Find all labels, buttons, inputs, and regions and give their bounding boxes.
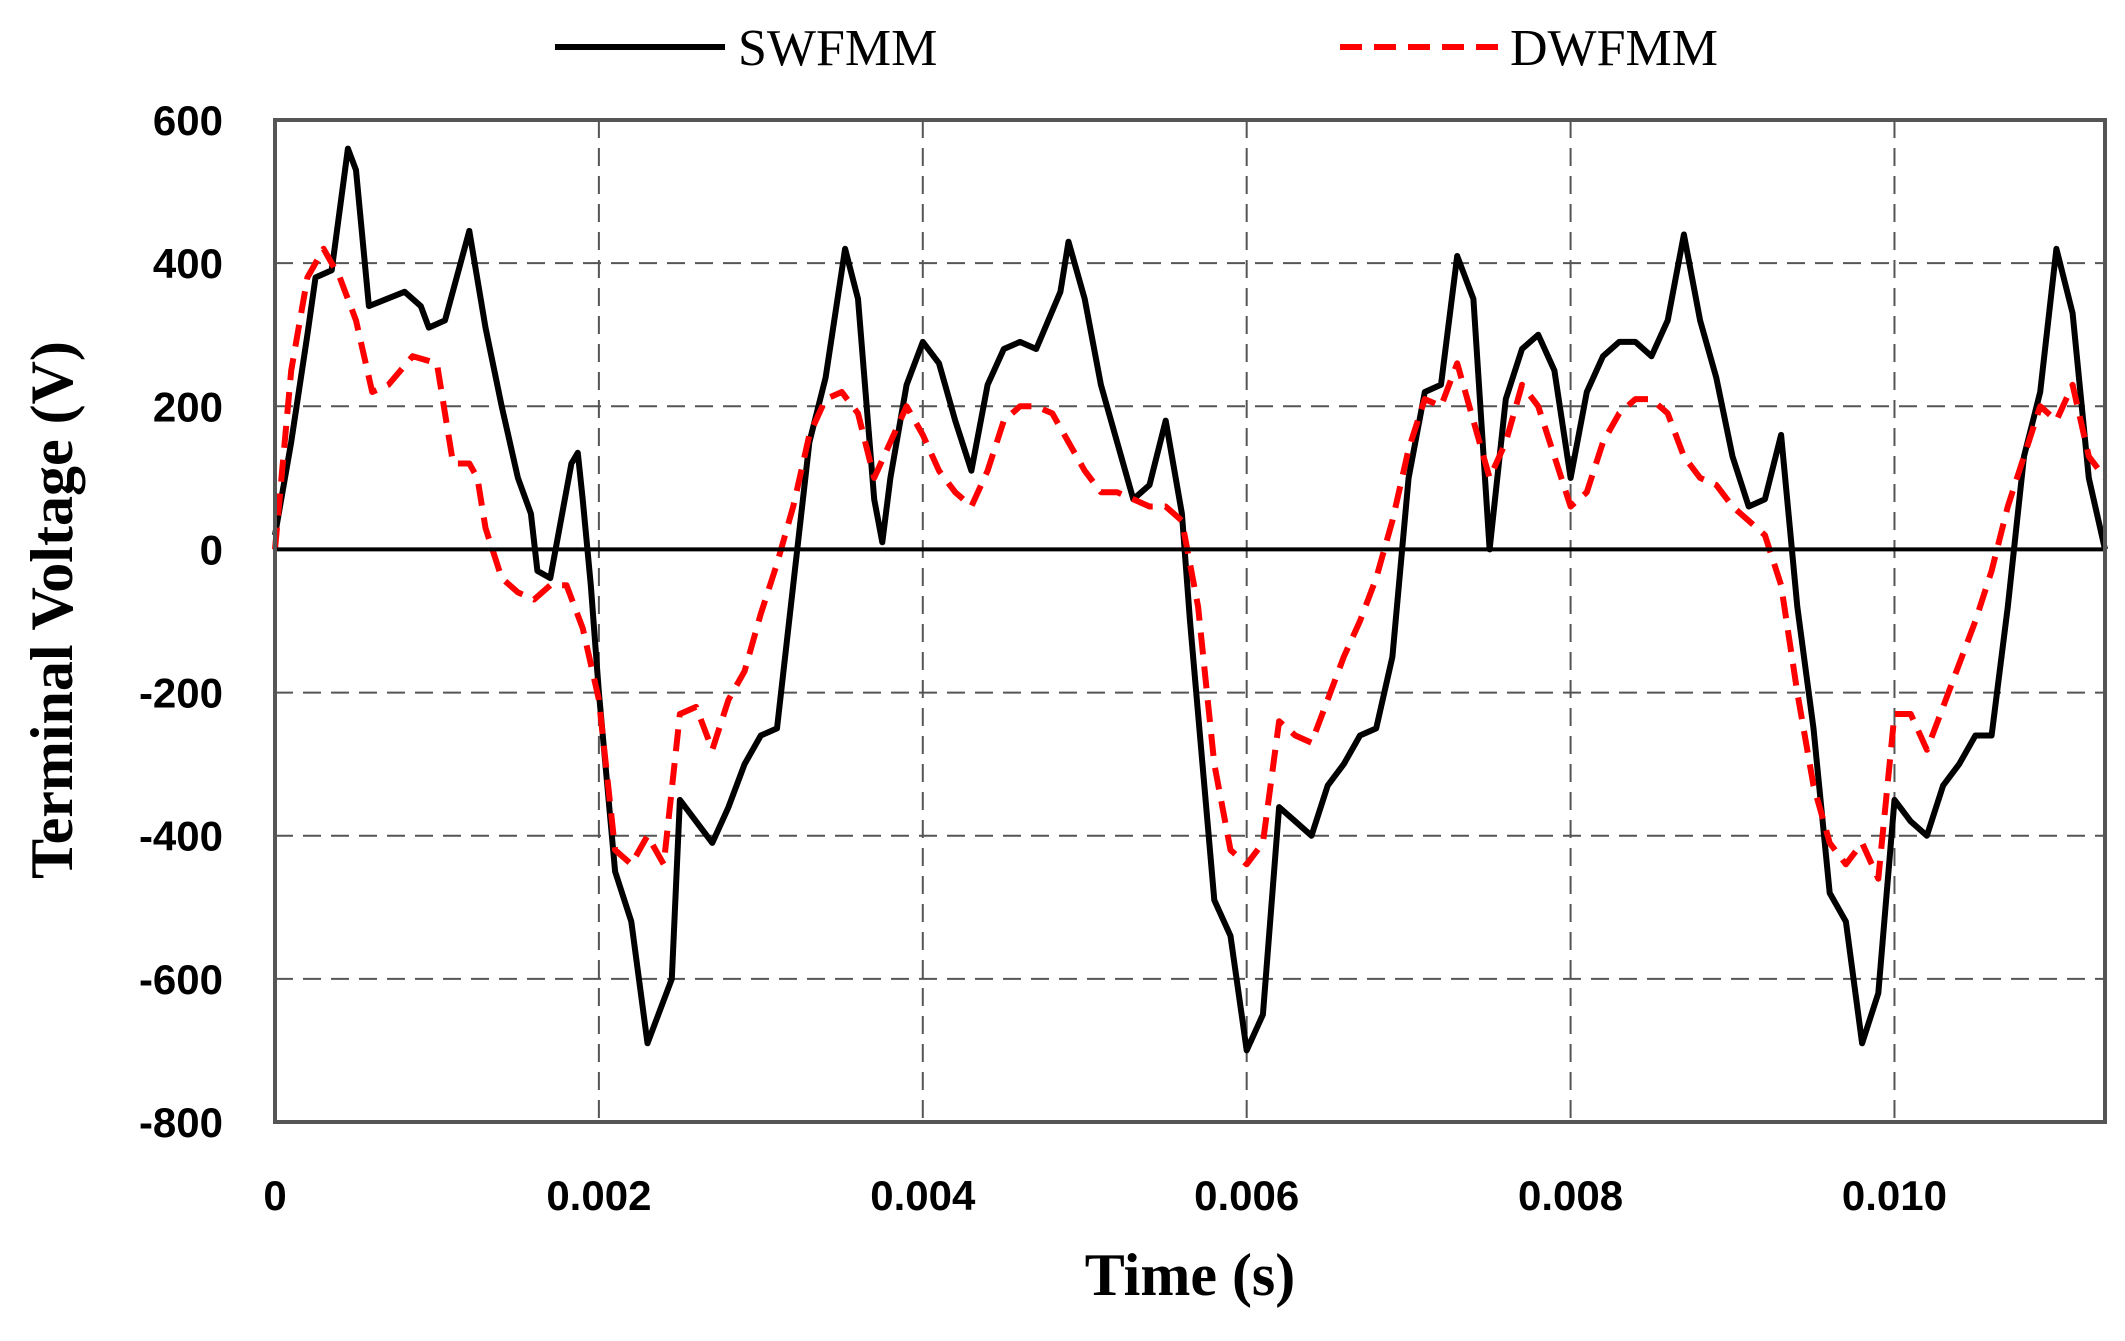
x-tick-labels: 0 0.002 0.004 0.006 0.008 0.010 — [263, 1172, 1947, 1219]
series-line-dwfmm — [272, 245, 2108, 882]
y-tick-label: 400 — [153, 240, 223, 287]
grid — [275, 120, 2105, 1122]
series-line-swfmm — [272, 145, 2108, 1054]
y-tick-label: -200 — [139, 670, 223, 717]
legend-label-dwfmm: DWFMM — [1510, 20, 1718, 77]
y-tick-label: -400 — [139, 813, 223, 860]
legend: SWFMM DWFMM — [555, 20, 1718, 77]
y-tick-label: -600 — [139, 956, 223, 1003]
y-tick-label: 200 — [153, 383, 223, 430]
x-tick-label: 0.010 — [1842, 1172, 1947, 1219]
x-tick-label: 0.008 — [1518, 1172, 1623, 1219]
x-tick-label: 0.006 — [1194, 1172, 1299, 1219]
plot-frame — [273, 118, 2107, 1124]
y-tick-label: -800 — [139, 1099, 223, 1146]
x-axis-title: Time (s) — [1085, 1242, 1296, 1308]
legend-label-swfmm: SWFMM — [738, 20, 937, 77]
x-tick-label: 0 — [263, 1172, 286, 1219]
x-tick-label: 0.004 — [870, 1172, 976, 1219]
y-tick-label: 600 — [153, 97, 223, 144]
y-tick-labels: 600 400 200 0 -200 -400 -600 -800 — [139, 97, 223, 1146]
y-tick-label: 0 — [200, 526, 223, 573]
series-layer — [272, 145, 2108, 1054]
x-tick-label: 0.002 — [546, 1172, 651, 1219]
y-axis-title: Terminal Voltage (V) — [19, 341, 85, 879]
